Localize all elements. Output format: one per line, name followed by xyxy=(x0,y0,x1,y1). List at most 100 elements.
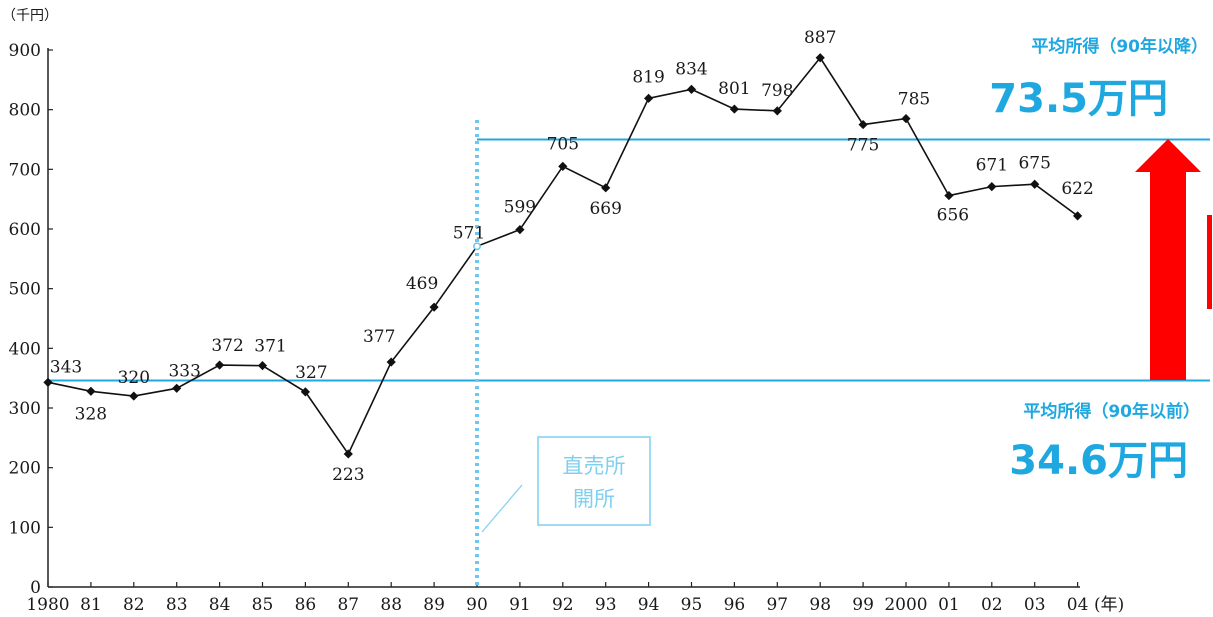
data-label: 371 xyxy=(254,337,286,357)
data-label: 675 xyxy=(1018,153,1050,173)
y-tick-label: 0 xyxy=(30,578,41,598)
data-point xyxy=(386,357,396,367)
data-label: 327 xyxy=(295,363,327,383)
data-point xyxy=(300,387,310,397)
data-label: 571 xyxy=(453,223,485,243)
reference-lines xyxy=(48,138,1210,382)
x-tick-label: 98 xyxy=(809,595,831,615)
data-point xyxy=(601,183,611,193)
x-tick-label: 02 xyxy=(981,595,1003,615)
data-label: 372 xyxy=(211,336,243,356)
data-point xyxy=(172,383,182,393)
data-label: 887 xyxy=(804,28,836,48)
data-point xyxy=(257,361,268,371)
event-label-line-1: 直売所 xyxy=(563,454,626,478)
x-tick-label: 91 xyxy=(509,595,531,615)
average-after-1990-label: 平均所得（90年以降） xyxy=(1031,36,1208,57)
y-tick-label: 800 xyxy=(9,101,41,121)
data-point xyxy=(815,53,825,63)
data-label: 469 xyxy=(406,274,438,294)
x-tick-label: 04 xyxy=(1067,595,1089,615)
increase-arrow xyxy=(1135,139,1212,380)
data-label: 328 xyxy=(75,404,107,424)
x-tick-label: 82 xyxy=(123,595,145,615)
x-tick-label: 86 xyxy=(295,595,317,615)
data-point xyxy=(43,377,53,387)
data-point xyxy=(901,114,911,124)
x-tick-label: 88 xyxy=(380,595,402,615)
average-before-1990-amount: 34.6万円 xyxy=(1009,438,1188,484)
data-point xyxy=(686,84,697,94)
event-label-box xyxy=(537,436,651,526)
data-label: 798 xyxy=(761,81,793,101)
average-annotations: 平均所得（90年以降） 73.5万円 平均所得（90年以前） 34.6万円 xyxy=(989,36,1208,484)
data-point xyxy=(772,106,782,116)
data-point xyxy=(944,190,954,201)
arrow-head xyxy=(1135,139,1201,172)
data-label: 622 xyxy=(1061,179,1093,199)
data-point xyxy=(473,242,481,251)
data-label: 669 xyxy=(589,199,621,219)
x-tick-label: 1980 xyxy=(26,595,69,615)
x-tick-label: 01 xyxy=(938,595,960,615)
data-label: 801 xyxy=(718,79,750,99)
data-label: 599 xyxy=(504,198,536,218)
data-label: 377 xyxy=(363,327,395,347)
y-tick-label: 300 xyxy=(9,399,41,419)
x-tick-label: 92 xyxy=(552,595,574,615)
data-label: 671 xyxy=(976,156,1008,176)
data-label: 320 xyxy=(118,368,150,388)
data-point xyxy=(343,449,353,459)
y-tick-label: 200 xyxy=(9,459,41,479)
y-tick-label: 500 xyxy=(9,280,41,300)
x-tick-label: 83 xyxy=(166,595,188,615)
x-tick-label: 94 xyxy=(638,595,660,615)
data-label: 705 xyxy=(547,134,579,154)
data-point xyxy=(429,302,439,312)
y-tick-label: 400 xyxy=(9,339,41,359)
arrow-side-mark xyxy=(1207,215,1212,309)
data-point xyxy=(1073,211,1083,221)
y-ticks: 0 100 200 300 400 500 600 700 800 900 xyxy=(9,41,53,598)
data-point xyxy=(515,224,525,235)
data-point xyxy=(987,182,997,192)
data-point xyxy=(858,119,868,130)
x-tick-label: 87 xyxy=(337,595,359,615)
data-label: 819 xyxy=(632,67,664,87)
y-tick-label: 600 xyxy=(9,220,41,240)
data-label: 785 xyxy=(898,90,930,110)
x-tick-label: 93 xyxy=(595,595,617,615)
x-tick-label: 84 xyxy=(209,595,231,615)
x-tick-label: 96 xyxy=(724,595,746,615)
data-point xyxy=(729,104,739,114)
x-tick-label: 85 xyxy=(252,595,274,615)
data-label: 223 xyxy=(332,465,364,485)
data-label: 834 xyxy=(675,59,707,79)
data-point xyxy=(215,360,225,370)
x-tick-label: 99 xyxy=(852,595,874,615)
x-tick-label: 03 xyxy=(1024,595,1046,615)
x-tick-label: 81 xyxy=(80,595,102,615)
data-label: 656 xyxy=(937,206,969,226)
event-label-line-2: 開所 xyxy=(573,487,615,511)
x-tick-label: 97 xyxy=(766,595,788,615)
x-unit-label: (年) xyxy=(1094,595,1124,615)
y-tick-label: 100 xyxy=(9,518,41,538)
x-tick-label: 89 xyxy=(423,595,445,615)
average-after-1990-amount: 73.5万円 xyxy=(989,76,1168,122)
data-point xyxy=(86,386,96,396)
event-marker: 直売所 開所 xyxy=(475,120,651,587)
y-unit-label: （千円） xyxy=(2,8,58,24)
data-label: 343 xyxy=(50,357,82,377)
y-tick-label: 900 xyxy=(9,41,41,61)
series-line xyxy=(47,56,1079,456)
x-tick-label: 2000 xyxy=(884,595,927,615)
arrow-shaft xyxy=(1150,172,1186,380)
data-label: 775 xyxy=(847,136,879,156)
y-tick-label: 700 xyxy=(9,160,41,180)
data-point xyxy=(644,93,654,103)
x-tick-label: 90 xyxy=(466,595,488,615)
data-label: 333 xyxy=(168,361,200,381)
average-before-1990-label: 平均所得（90年以前） xyxy=(1023,401,1200,422)
